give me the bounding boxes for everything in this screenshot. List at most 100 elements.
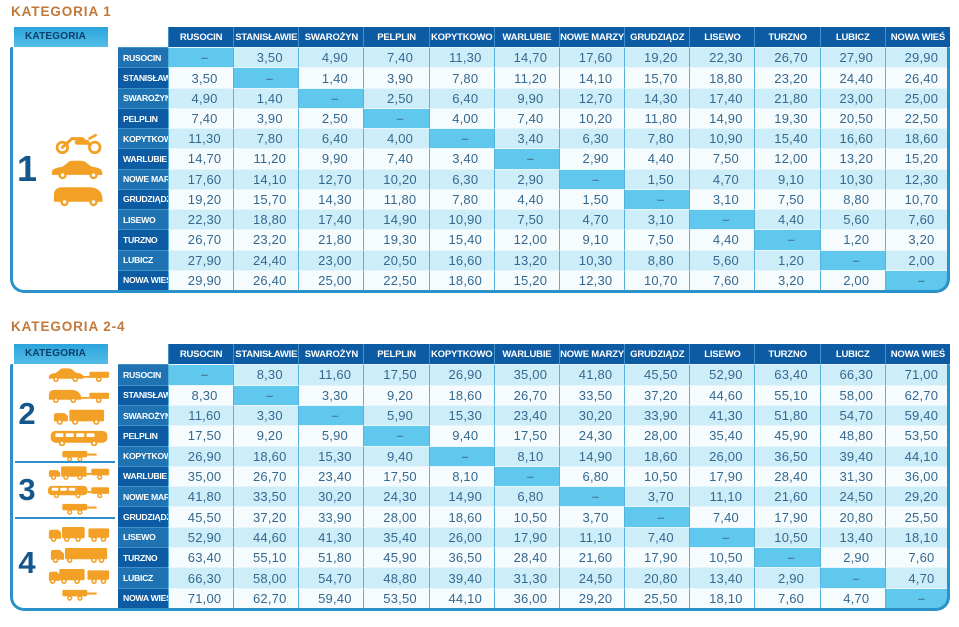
toll-cell: 15,30 xyxy=(298,445,364,466)
toll-cell: 21,80 xyxy=(754,87,820,108)
toll-cell-same-station: – xyxy=(298,87,364,108)
toll-cell: 11,80 xyxy=(363,188,429,210)
toll-cell: 51,80 xyxy=(298,547,364,568)
toll-cell: 26,70 xyxy=(168,229,234,250)
column-header: LISEWO xyxy=(689,27,755,48)
column-header: WARLUBIE xyxy=(493,344,559,365)
toll-cell: 1,50 xyxy=(558,188,625,210)
toll-cell: 7,80 xyxy=(428,188,494,210)
row-header: LISEWO xyxy=(118,526,168,548)
toll-cell: 3,90 xyxy=(233,107,299,129)
toll-cell: 9,40 xyxy=(363,445,429,466)
toll-cell: 5,60 xyxy=(689,249,755,270)
toll-cell: 19,20 xyxy=(168,188,234,210)
toll-cell: 18,60 xyxy=(884,128,950,149)
toll-cell: 24,30 xyxy=(363,486,429,507)
toll-cell: 26,00 xyxy=(689,445,755,466)
toll-cell: 17,40 xyxy=(689,87,755,108)
toll-cell: 24,30 xyxy=(558,425,625,446)
toll-cell: 35,00 xyxy=(493,364,559,385)
toll-cell: 4,40 xyxy=(689,229,755,250)
category-number: 2 xyxy=(18,395,36,431)
toll-cell: 7,80 xyxy=(624,128,690,149)
toll-cell: 3,40 xyxy=(428,148,494,169)
column-header: NOWA WIEŚ xyxy=(884,344,950,365)
car-icon xyxy=(48,158,110,180)
row-header: SWAROŻYN xyxy=(118,404,168,426)
toll-cell-same-station: – xyxy=(558,168,625,189)
toll-cell: 21,60 xyxy=(754,486,820,507)
toll-cell: 10,20 xyxy=(363,168,429,189)
toll-cell: 58,00 xyxy=(233,567,299,588)
toll-cell: 6,30 xyxy=(558,128,625,149)
toll-cell: 4,40 xyxy=(754,209,820,230)
toll-cell: 28,00 xyxy=(624,425,690,446)
toll-cell: 18,60 xyxy=(428,384,494,405)
toll-cell: 25,50 xyxy=(624,587,690,608)
trailer-icon xyxy=(59,588,99,601)
toll-cell: 12,70 xyxy=(298,168,364,189)
toll-cell: 55,10 xyxy=(754,384,820,405)
toll-cell: 28,40 xyxy=(493,547,559,568)
toll-cell: 10,30 xyxy=(819,168,885,189)
toll-cell: 12,30 xyxy=(558,269,625,290)
toll-cell: 41,30 xyxy=(298,526,364,548)
toll-cell: 3,30 xyxy=(233,404,299,426)
column-header: TURZNO xyxy=(754,27,820,48)
toll-cell: 52,90 xyxy=(689,364,755,385)
row-header: TURZNO xyxy=(118,229,168,250)
toll-cell-same-station: – xyxy=(624,506,690,527)
category-icons-panel: 1 xyxy=(13,49,117,288)
toll-cell: 1,50 xyxy=(624,168,690,189)
toll-cell: 4,70 xyxy=(884,567,950,588)
toll-cell: 6,40 xyxy=(298,128,364,149)
toll-cell: 44,60 xyxy=(233,526,299,548)
category-number: 1 xyxy=(16,147,38,189)
toll-cell: 15,70 xyxy=(624,67,690,88)
toll-cell: 23,40 xyxy=(493,404,559,426)
toll-cell: 8,80 xyxy=(624,249,690,270)
toll-cell: 1,40 xyxy=(233,87,299,108)
corner-spacer xyxy=(118,27,168,47)
toll-cell: 3,10 xyxy=(689,188,755,210)
toll-cell: 23,40 xyxy=(298,465,364,487)
toll-cell: 10,50 xyxy=(624,465,690,487)
toll-cell: 2,90 xyxy=(819,547,885,568)
toll-cell: 71,00 xyxy=(884,364,950,385)
toll-cell: 10,90 xyxy=(689,128,755,149)
toll-cell: 16,60 xyxy=(428,249,494,270)
toll-cell: 71,00 xyxy=(168,587,234,608)
toll-matrix-kategoria-1: RUSOCIN STANISŁAWIE SWAROŻYN PELPLIN KOPYTKO… xyxy=(118,27,950,290)
toll-cell: 22,50 xyxy=(363,269,429,290)
toll-cell: 7,60 xyxy=(884,547,950,568)
toll-cell: 3,20 xyxy=(754,269,820,290)
toll-cell: 8,10 xyxy=(493,445,559,466)
toll-cell: 9,20 xyxy=(233,425,299,446)
toll-cell: 5,90 xyxy=(298,425,364,446)
row-header: STANISŁAWIE xyxy=(118,67,168,88)
column-header: KOPYTKOWO xyxy=(428,27,494,48)
toll-cell: 59,40 xyxy=(298,587,364,608)
category-number: 3 xyxy=(18,472,36,507)
toll-cell: 20,50 xyxy=(363,249,429,270)
toll-cell-same-station: – xyxy=(819,249,885,270)
toll-cell: 58,00 xyxy=(819,384,885,405)
toll-cell: 2,00 xyxy=(884,249,950,270)
column-header: NOWE MARZY xyxy=(558,344,625,365)
row-header: NOWA WIEŚ xyxy=(118,269,168,290)
toll-cell: 14,90 xyxy=(363,209,429,230)
toll-cell: 54,70 xyxy=(819,404,885,426)
toll-cell: 11,10 xyxy=(689,486,755,507)
toll-cell: 29,20 xyxy=(558,587,625,608)
toll-cell: 11,20 xyxy=(233,148,299,169)
toll-cell: 4,90 xyxy=(298,47,364,68)
toll-cell: 10,50 xyxy=(493,506,559,527)
toll-cell: 8,30 xyxy=(233,364,299,385)
toll-cell: 3,70 xyxy=(624,486,690,507)
toll-cell: 7,50 xyxy=(754,188,820,210)
toll-cell: 33,90 xyxy=(624,404,690,426)
toll-cell: 20,50 xyxy=(819,107,885,129)
toll-cell: 6,80 xyxy=(558,465,625,487)
toll-cell: 3,20 xyxy=(884,229,950,250)
